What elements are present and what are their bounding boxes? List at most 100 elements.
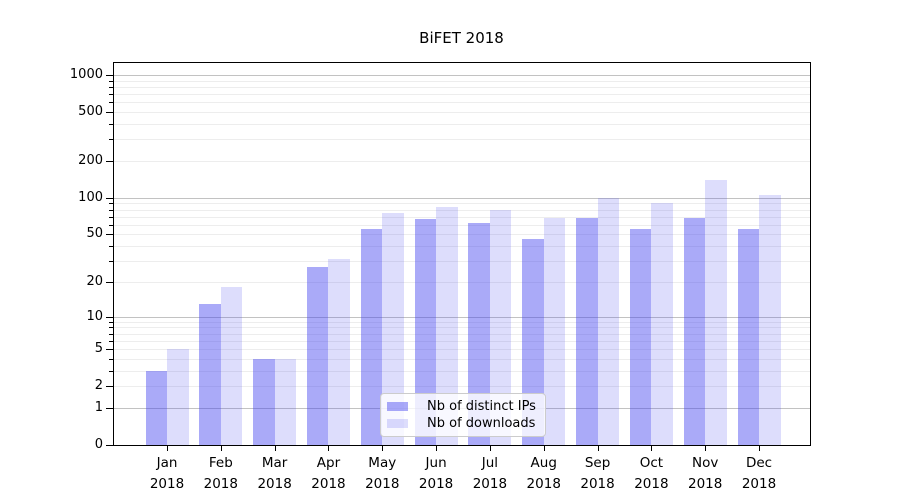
- gridline-minor-5: [114, 349, 810, 351]
- x-tick-month: Dec: [745, 455, 773, 471]
- y-tick-1: [106, 407, 113, 409]
- y-tick-label-50: 50: [86, 226, 103, 242]
- x-tick-label-apr: Apr 2018: [298, 453, 358, 495]
- x-tick-label-oct: Oct 2018: [621, 453, 681, 495]
- x-tick-year: 2018: [472, 476, 508, 492]
- x-tick-nov: [705, 445, 707, 451]
- x-tick-label-aug: Aug 2018: [514, 453, 574, 495]
- y-tick-minor-20: [109, 281, 113, 283]
- y-tick-10: [106, 316, 113, 318]
- bar-downloads-jul: [489, 210, 512, 445]
- bar-distinct-ips-nov: [683, 217, 706, 445]
- x-tick-year: 2018: [149, 476, 185, 492]
- gridline-minor-300: [114, 139, 810, 141]
- bar-distinct-ips-dec: [737, 228, 760, 445]
- gridline-minor-40: [114, 246, 810, 248]
- gridline-minor-2: [114, 386, 810, 388]
- gridline-minor-70: [114, 216, 810, 218]
- gridline-minor-200: [114, 161, 810, 163]
- x-tick-mar: [274, 445, 276, 451]
- bar-distinct-ips-mar: [253, 358, 275, 445]
- legend: Nb of distinct IPs Nb of downloads: [380, 393, 546, 437]
- x-tick-label-jul: Jul 2018: [460, 453, 520, 495]
- y-tick-0: [106, 445, 113, 446]
- y-tick-label-100: 100: [78, 189, 103, 205]
- y-tick-minor-700: [109, 94, 113, 96]
- bar-downloads-jun: [436, 207, 458, 445]
- y-tick-minor-200: [109, 161, 113, 163]
- gridline-minor-80: [114, 209, 810, 211]
- bar-distinct-ips-jun: [414, 219, 437, 445]
- y-tick-label-0: 0: [94, 437, 103, 452]
- x-tick-label-feb: Feb 2018: [191, 453, 251, 495]
- gridline-minor-800: [114, 87, 810, 89]
- x-tick-jul: [489, 445, 491, 451]
- plot-area: [113, 62, 811, 446]
- gridline-minor-30: [114, 261, 810, 263]
- y-tick-minor-2: [109, 386, 113, 388]
- gridline-minor-700: [114, 94, 810, 96]
- x-tick-label-may: May 2018: [352, 453, 412, 495]
- bar-distinct-ips-jan: [145, 370, 167, 445]
- x-tick-aug: [543, 445, 545, 451]
- y-tick-label-1: 1: [94, 399, 103, 415]
- y-tick-minor-300: [109, 139, 113, 141]
- x-tick-month: Aug: [530, 455, 557, 471]
- bar-downloads-sep: [597, 197, 620, 445]
- y-tick-minor-500: [109, 112, 113, 114]
- x-tick-month: Jan: [156, 455, 178, 471]
- x-tick-may: [382, 445, 384, 451]
- gridline-minor-60: [114, 224, 810, 226]
- y-tick-label-5: 5: [94, 341, 103, 357]
- x-tick-year: 2018: [311, 476, 346, 492]
- y-tick-minor-9: [109, 321, 113, 323]
- bar-distinct-ips-feb: [199, 303, 221, 445]
- gridline-major-100: [114, 197, 810, 199]
- x-tick-month: Apr: [316, 455, 341, 471]
- x-tick-month: Sep: [584, 455, 611, 471]
- legend-swatch-downloads: [387, 419, 408, 429]
- x-tick-label-jan: Jan 2018: [137, 453, 197, 495]
- bar-distinct-ips-oct: [629, 229, 652, 445]
- x-tick-jun: [436, 445, 438, 451]
- x-tick-month: Nov: [692, 455, 719, 471]
- legend-label-distinct-ips: Nb of distinct IPs: [427, 398, 536, 414]
- gridline-minor-50: [114, 234, 810, 236]
- chart-title: BiFET 2018: [419, 29, 504, 47]
- y-tick-minor-80: [109, 209, 113, 211]
- gridline-minor-6: [114, 340, 810, 342]
- bar-distinct-ips-may: [360, 229, 383, 445]
- y-tick-minor-7: [109, 333, 113, 335]
- bar-downloads-oct: [651, 203, 673, 445]
- bar-downloads-may: [382, 213, 404, 445]
- y-tick-100: [106, 197, 113, 199]
- x-tick-month: Oct: [639, 455, 664, 471]
- x-tick-sep: [597, 445, 599, 451]
- x-tick-month: Mar: [261, 455, 288, 471]
- y-tick-minor-900: [109, 80, 113, 82]
- legend-label-downloads: Nb of downloads: [427, 416, 536, 432]
- x-tick-jan: [167, 445, 168, 451]
- x-tick-month: May: [368, 455, 397, 471]
- bar-downloads-feb: [220, 287, 243, 445]
- bar-distinct-ips-sep: [576, 218, 598, 445]
- y-tick-1000: [106, 75, 113, 77]
- gridline-minor-20: [114, 281, 810, 283]
- bar-downloads-dec: [759, 195, 781, 445]
- x-tick-label-dec: Dec 2018: [729, 453, 789, 495]
- y-tick-minor-60: [109, 224, 113, 226]
- y-tick-minor-30: [109, 261, 113, 263]
- bar-downloads-aug: [543, 217, 566, 445]
- x-tick-year: 2018: [365, 476, 400, 492]
- gridline-minor-400: [114, 124, 810, 126]
- gridline-minor-600: [114, 102, 810, 104]
- gridline-minor-8: [114, 327, 810, 329]
- y-tick-label-2: 2: [94, 378, 103, 394]
- x-tick-year: 2018: [418, 476, 454, 492]
- x-tick-apr: [328, 445, 330, 451]
- legend-swatch-distinct-ips: [387, 401, 408, 411]
- gridline-minor-4: [114, 358, 810, 360]
- gridline-minor-9: [114, 321, 810, 323]
- x-tick-month: Feb: [208, 455, 233, 471]
